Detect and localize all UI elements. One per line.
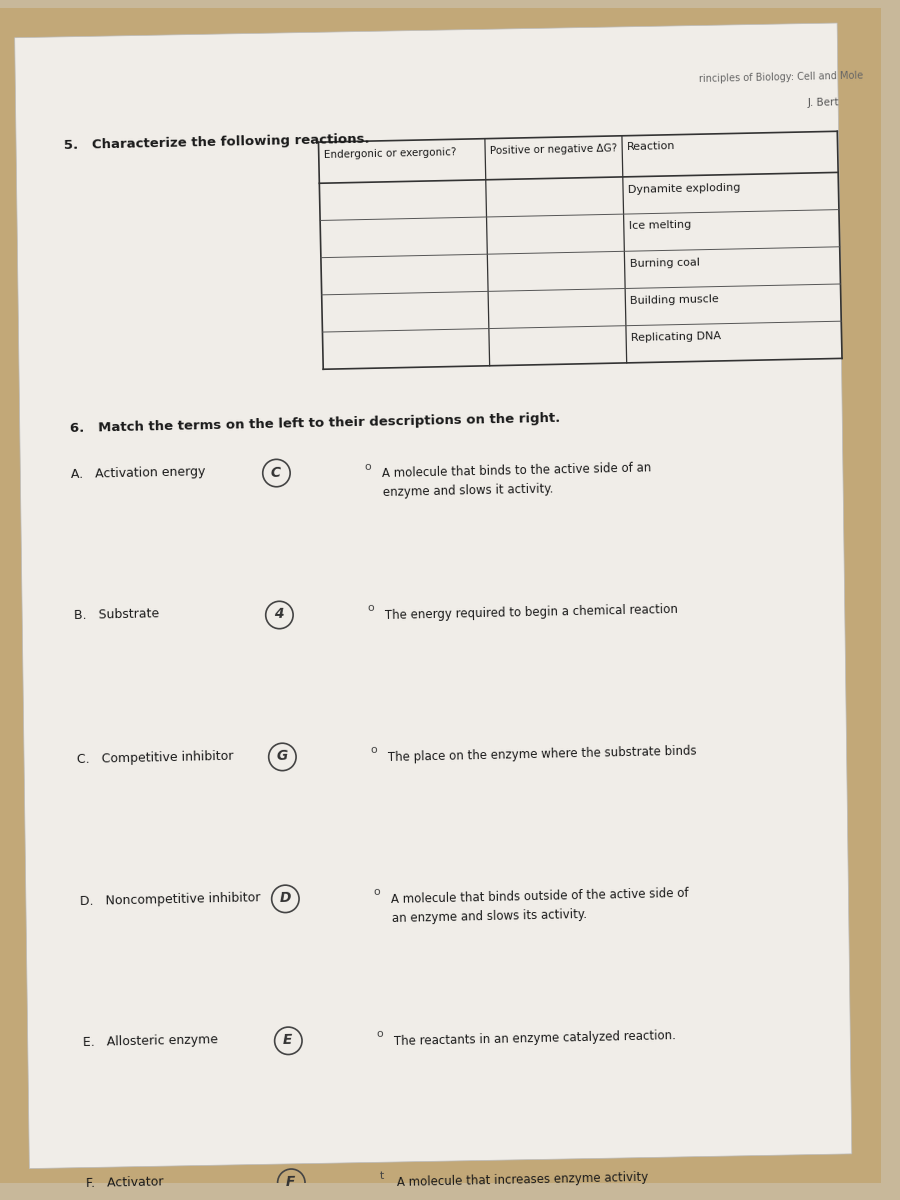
Text: enzyme and slows it activity.: enzyme and slows it activity.: [382, 482, 554, 499]
Text: F: F: [285, 1175, 295, 1189]
Text: Endergonic or exergonic?: Endergonic or exergonic?: [323, 146, 456, 160]
Text: C: C: [270, 466, 281, 480]
Text: Dynamite exploding: Dynamite exploding: [628, 182, 741, 196]
Text: o: o: [370, 745, 377, 756]
Text: B.   Substrate: B. Substrate: [74, 607, 159, 623]
Text: 6.   Match the terms on the left to their descriptions on the right.: 6. Match the terms on the left to their …: [69, 412, 560, 436]
Text: A molecule that increases enzyme activity: A molecule that increases enzyme activit…: [397, 1171, 648, 1189]
Text: Ice melting: Ice melting: [628, 220, 691, 232]
Text: t: t: [379, 1171, 383, 1181]
Text: 4: 4: [274, 607, 284, 622]
Text: Building muscle: Building muscle: [630, 294, 719, 306]
Text: Replicating DNA: Replicating DNA: [631, 331, 721, 343]
Text: rinciples of Biology: Cell and Mole: rinciples of Biology: Cell and Mole: [699, 71, 863, 84]
Text: The place on the enzyme where the substrate binds: The place on the enzyme where the substr…: [388, 745, 697, 764]
Text: o: o: [364, 462, 372, 472]
Text: o: o: [376, 1030, 383, 1039]
Text: an enzyme and slows its activity.: an enzyme and slows its activity.: [392, 908, 587, 925]
Polygon shape: [14, 23, 851, 1169]
Text: 5.   Characterize the following reactions.: 5. Characterize the following reactions.: [64, 133, 370, 152]
Text: J. Bert: J. Bert: [807, 97, 839, 108]
Text: D.   Noncompetitive inhibitor: D. Noncompetitive inhibitor: [79, 892, 260, 908]
Text: Reaction: Reaction: [627, 140, 676, 151]
Text: The energy required to begin a chemical reaction: The energy required to begin a chemical …: [385, 602, 678, 622]
Text: E.   Allosteric enzyme: E. Allosteric enzyme: [83, 1033, 218, 1049]
Text: o: o: [374, 887, 380, 898]
Text: A molecule that binds outside of the active side of: A molecule that binds outside of the act…: [391, 887, 688, 906]
Text: The reactants in an enzyme catalyzed reaction.: The reactants in an enzyme catalyzed rea…: [394, 1028, 676, 1048]
Text: G: G: [276, 749, 288, 763]
Text: A molecule that binds to the active side of an: A molecule that binds to the active side…: [382, 461, 652, 480]
Polygon shape: [0, 8, 881, 1183]
Text: Burning coal: Burning coal: [629, 257, 699, 269]
Text: A.   Activation energy: A. Activation energy: [70, 466, 205, 481]
Text: o: o: [367, 604, 374, 613]
Text: Positive or negative ΔG?: Positive or negative ΔG?: [490, 144, 617, 156]
Text: F.   Activator: F. Activator: [86, 1175, 163, 1190]
Text: D: D: [279, 892, 291, 905]
Text: C.   Competitive inhibitor: C. Competitive inhibitor: [76, 750, 233, 766]
Text: E: E: [283, 1033, 293, 1048]
